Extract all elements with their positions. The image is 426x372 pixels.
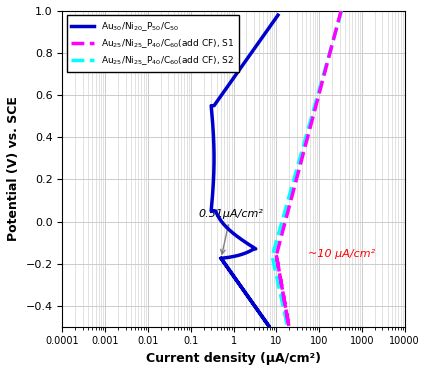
- Line: Au$_{25}$/Ni$_{25}$_P$_{40}$/C$_{60}$(add CF), S2: Au$_{25}$/Ni$_{25}$_P$_{40}$/C$_{60}$(ad…: [271, 11, 341, 327]
- Au$_{25}$/Ni$_{25}$_P$_{40}$/C$_{60}$(add CF), S1: [273, 253, 278, 257]
- Au$_{30}$/Ni$_{20}$_P$_{50}$/C$_{50}$: [238, 65, 243, 70]
- Au$_{25}$/Ni$_{25}$_P$_{40}$/C$_{60}$(add CF), S1: [286, 324, 291, 329]
- Au$_{30}$/Ni$_{20}$_P$_{50}$/C$_{50}$: [266, 324, 271, 329]
- Au$_{25}$/Ni$_{25}$_P$_{40}$/C$_{60}$(add CF), S2: [277, 225, 282, 230]
- X-axis label: Current density (μA/cm²): Current density (μA/cm²): [146, 352, 320, 365]
- Au$_{30}$/Ni$_{20}$_P$_{50}$/C$_{50}$: [219, 257, 224, 262]
- Au$_{30}$/Ni$_{20}$_P$_{50}$/C$_{50}$: [211, 150, 216, 155]
- Au$_{25}$/Ni$_{25}$_P$_{40}$/C$_{60}$(add CF), S1: [328, 44, 334, 48]
- Text: ~10 μA/cm²: ~10 μA/cm²: [307, 249, 374, 259]
- Au$_{25}$/Ni$_{25}$_P$_{40}$/C$_{60}$(add CF), S1: [291, 185, 296, 190]
- Au$_{25}$/Ni$_{25}$_P$_{40}$/C$_{60}$(add CF), S2: [273, 254, 278, 259]
- Au$_{25}$/Ni$_{25}$_P$_{40}$/C$_{60}$(add CF), S2: [279, 289, 284, 293]
- Text: 0.51μA/cm²: 0.51μA/cm²: [198, 209, 262, 254]
- Au$_{30}$/Ni$_{20}$_P$_{50}$/C$_{50}$: [275, 13, 280, 17]
- Au$_{30}$/Ni$_{20}$_P$_{50}$/C$_{50}$: [211, 157, 216, 161]
- Au$_{25}$/Ni$_{25}$_P$_{40}$/C$_{60}$(add CF), S1: [279, 288, 285, 292]
- Line: Au$_{25}$/Ni$_{25}$_P$_{40}$/C$_{60}$(add CF), S1: Au$_{25}$/Ni$_{25}$_P$_{40}$/C$_{60}$(ad…: [276, 11, 340, 327]
- Au$_{25}$/Ni$_{25}$_P$_{40}$/C$_{60}$(add CF), S1: [295, 171, 300, 175]
- Au$_{30}$/Ni$_{20}$_P$_{50}$/C$_{50}$: [253, 44, 258, 48]
- Au$_{30}$/Ni$_{20}$_P$_{50}$/C$_{50}$: [211, 158, 216, 163]
- Au$_{25}$/Ni$_{25}$_P$_{40}$/C$_{60}$(add CF), S2: [338, 9, 343, 13]
- Au$_{25}$/Ni$_{25}$_P$_{40}$/C$_{60}$(add CF), S2: [328, 44, 334, 48]
- Au$_{25}$/Ni$_{25}$_P$_{40}$/C$_{60}$(add CF), S2: [288, 188, 293, 193]
- Line: Au$_{30}$/Ni$_{20}$_P$_{50}$/C$_{50}$: Au$_{30}$/Ni$_{20}$_P$_{50}$/C$_{50}$: [211, 15, 277, 327]
- Y-axis label: Potential (V) vs. SCE: Potential (V) vs. SCE: [7, 96, 20, 241]
- Au$_{25}$/Ni$_{25}$_P$_{40}$/C$_{60}$(add CF), S1: [291, 187, 296, 192]
- Legend: Au$_{30}$/Ni$_{20}$_P$_{50}$/C$_{50}$, Au$_{25}$/Ni$_{25}$_P$_{40}$/C$_{60}$(add: Au$_{30}$/Ni$_{20}$_P$_{50}$/C$_{50}$, A…: [67, 16, 239, 72]
- Au$_{25}$/Ni$_{25}$_P$_{40}$/C$_{60}$(add CF), S2: [288, 186, 293, 190]
- Au$_{25}$/Ni$_{25}$_P$_{40}$/C$_{60}$(add CF), S2: [284, 324, 289, 329]
- Au$_{25}$/Ni$_{25}$_P$_{40}$/C$_{60}$(add CF), S1: [281, 224, 286, 229]
- Au$_{25}$/Ni$_{25}$_P$_{40}$/C$_{60}$(add CF), S2: [292, 171, 297, 176]
- Au$_{25}$/Ni$_{25}$_P$_{40}$/C$_{60}$(add CF), S1: [338, 9, 343, 13]
- Au$_{30}$/Ni$_{20}$_P$_{50}$/C$_{50}$: [218, 256, 223, 260]
